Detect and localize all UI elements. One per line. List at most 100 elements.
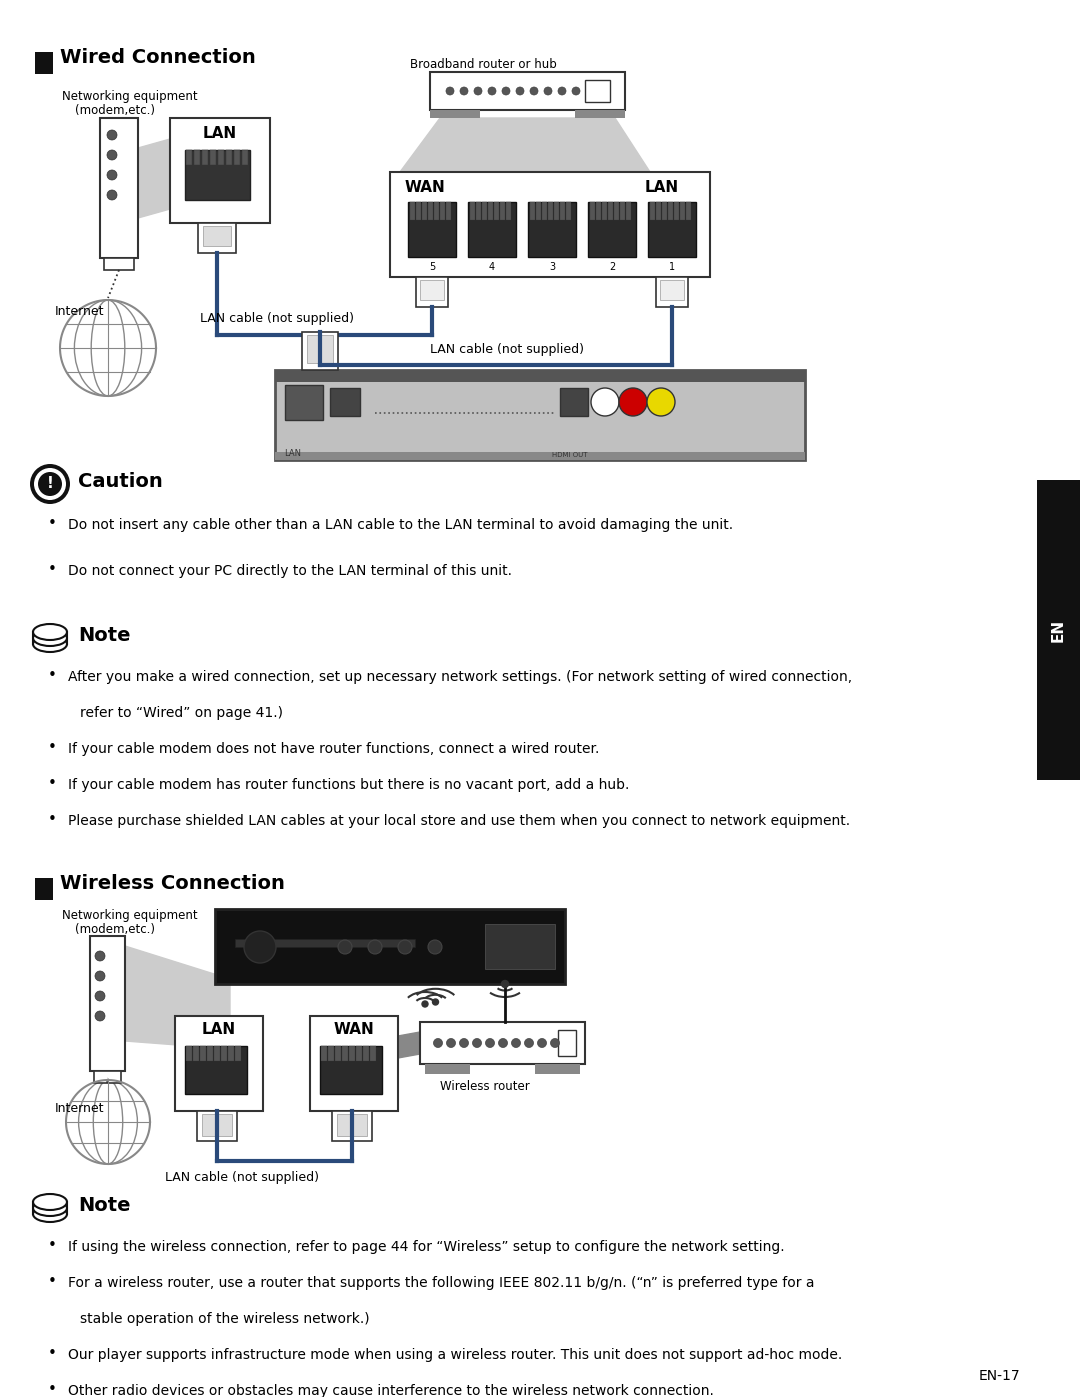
Text: LAN: LAN	[202, 1023, 237, 1037]
Polygon shape	[138, 124, 220, 218]
Bar	[337, 1113, 367, 1136]
Bar	[554, 203, 559, 219]
Circle shape	[446, 1038, 456, 1048]
Bar	[650, 203, 654, 219]
Circle shape	[244, 930, 276, 963]
Bar	[363, 1046, 369, 1060]
Bar	[221, 1046, 227, 1060]
Text: Our player supports infrastructure mode when using a wireless router. This unit : Our player supports infrastructure mode …	[68, 1348, 842, 1362]
Circle shape	[399, 940, 411, 954]
Text: LAN cable (not supplied): LAN cable (not supplied)	[430, 344, 584, 356]
Text: •: •	[48, 563, 56, 577]
Text: •: •	[48, 740, 56, 756]
Bar	[321, 1046, 327, 1060]
Text: WAN: WAN	[405, 180, 446, 196]
Circle shape	[95, 951, 105, 961]
Text: Internet: Internet	[55, 1102, 105, 1115]
Ellipse shape	[33, 1200, 67, 1215]
Bar	[575, 110, 625, 117]
Text: Wireless router: Wireless router	[440, 1080, 530, 1092]
Bar	[588, 203, 636, 257]
Ellipse shape	[33, 630, 67, 645]
Text: LAN cable (not supplied): LAN cable (not supplied)	[165, 1171, 319, 1185]
Circle shape	[422, 1002, 428, 1007]
Bar	[214, 1046, 220, 1060]
Circle shape	[530, 87, 538, 95]
Bar	[428, 203, 433, 219]
Text: Note: Note	[78, 1196, 131, 1215]
Circle shape	[107, 130, 117, 140]
Text: 3: 3	[549, 263, 555, 272]
Text: LAN cable (not supplied): LAN cable (not supplied)	[200, 312, 354, 326]
Text: If your cable modem has router functions but there is no vacant port, add a hub.: If your cable modem has router functions…	[68, 778, 630, 792]
Bar	[590, 203, 595, 219]
Bar	[488, 203, 492, 219]
Bar	[468, 203, 516, 257]
Text: Caution: Caution	[78, 472, 163, 490]
Text: Do not insert any cable other than a LAN cable to the LAN terminal to avoid dama: Do not insert any cable other than a LAN…	[68, 518, 733, 532]
Bar	[33, 631, 67, 644]
Bar	[416, 203, 421, 219]
Bar	[202, 1113, 232, 1136]
Bar	[35, 52, 53, 74]
Bar	[170, 117, 270, 224]
Circle shape	[473, 1038, 482, 1048]
Bar	[275, 370, 805, 460]
Bar	[530, 203, 535, 219]
Bar	[175, 1016, 264, 1111]
Bar	[476, 203, 481, 219]
Bar	[585, 80, 610, 102]
Circle shape	[551, 1038, 559, 1048]
Bar	[430, 110, 480, 117]
Polygon shape	[125, 946, 230, 1049]
Bar	[285, 386, 323, 420]
Text: •: •	[48, 777, 56, 792]
Circle shape	[433, 1038, 443, 1048]
Bar	[104, 258, 134, 270]
Text: If your cable modem does not have router functions, connect a wired router.: If your cable modem does not have router…	[68, 742, 599, 756]
Bar	[620, 203, 625, 219]
Circle shape	[488, 87, 496, 95]
Circle shape	[338, 940, 352, 954]
Circle shape	[95, 990, 105, 1002]
Bar	[198, 224, 237, 253]
Text: LAN: LAN	[284, 448, 301, 458]
Bar	[430, 73, 625, 110]
Bar	[528, 203, 576, 257]
Circle shape	[544, 87, 552, 95]
Bar	[410, 203, 415, 219]
Circle shape	[502, 87, 510, 95]
Text: Networking equipment: Networking equipment	[62, 89, 198, 103]
Bar	[194, 149, 200, 165]
Bar	[228, 1046, 234, 1060]
Bar	[434, 203, 438, 219]
Bar	[446, 203, 451, 219]
Circle shape	[95, 971, 105, 981]
Bar	[33, 1201, 67, 1214]
Bar	[193, 1046, 199, 1060]
Text: Other radio devices or obstacles may cause interference to the wireless network : Other radio devices or obstacles may cau…	[68, 1384, 714, 1397]
Text: 4: 4	[489, 263, 495, 272]
Bar	[215, 909, 565, 983]
Bar	[186, 149, 192, 165]
Bar	[482, 203, 487, 219]
Text: LAN: LAN	[645, 180, 679, 196]
Bar	[185, 149, 249, 200]
Bar	[470, 203, 475, 219]
Circle shape	[95, 1011, 105, 1021]
Bar	[536, 203, 541, 219]
Circle shape	[107, 170, 117, 180]
Bar	[332, 1111, 372, 1141]
Bar	[100, 117, 138, 258]
Bar	[94, 1071, 121, 1083]
Bar	[535, 1065, 580, 1074]
Bar	[234, 149, 240, 165]
Bar	[548, 203, 553, 219]
Bar	[202, 149, 208, 165]
Bar	[602, 203, 607, 219]
Text: •: •	[48, 517, 56, 531]
Bar	[420, 279, 444, 300]
Text: After you make a wired connection, set up necessary network settings. (For netwo: After you make a wired connection, set u…	[68, 671, 852, 685]
Circle shape	[459, 1038, 469, 1048]
Text: Internet: Internet	[55, 305, 105, 319]
